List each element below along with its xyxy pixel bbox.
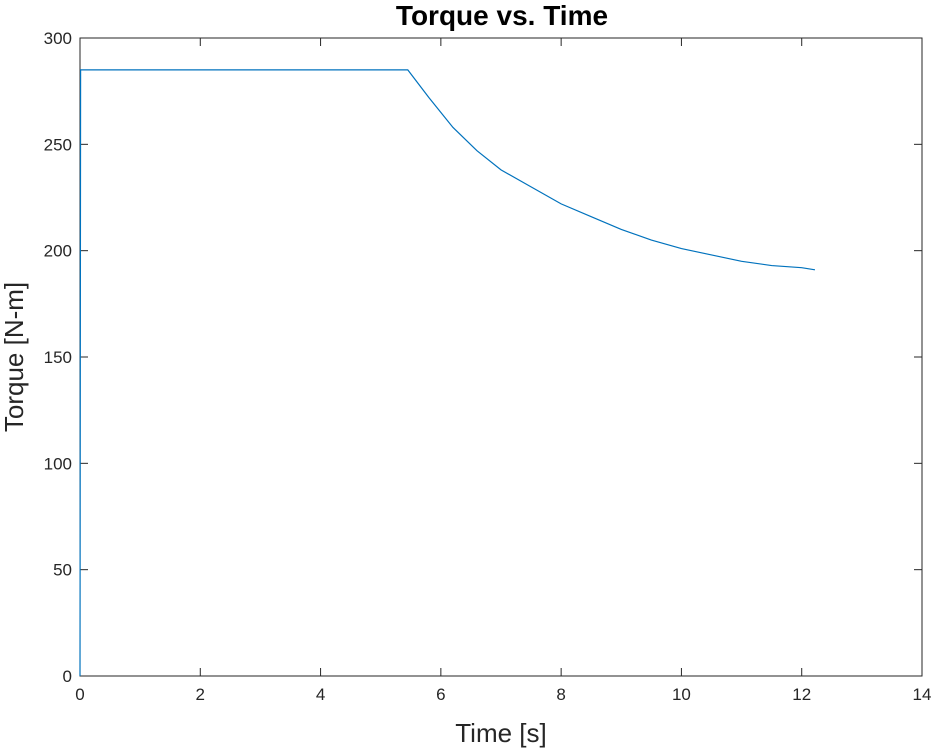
- plot-area: [79, 37, 923, 677]
- x-tick-label: 8: [556, 685, 565, 704]
- axis-ticks: 0 2 4 6 8 10 12 14 0 50 100 150 200 250 300: [44, 29, 932, 704]
- y-tick-label: 50: [53, 561, 72, 580]
- x-tick-label: 4: [316, 685, 325, 704]
- x-tick-label: 2: [196, 685, 205, 704]
- x-tick-label: 0: [75, 685, 84, 704]
- chart-title: Torque vs. Time: [396, 0, 608, 31]
- y-tick-label: 300: [44, 29, 72, 48]
- y-axis-label: Torque [N-m]: [0, 282, 29, 432]
- x-axis-label: Time [s]: [455, 718, 546, 748]
- torque-series-line: [79, 69, 816, 677]
- x-tick-label: 10: [672, 685, 691, 704]
- x-tick-label: 12: [792, 685, 811, 704]
- x-tick-label: 6: [436, 685, 445, 704]
- series-group: [79, 69, 816, 677]
- y-tick-label: 100: [44, 454, 72, 473]
- x-tick-label: 14: [913, 685, 932, 704]
- y-tick-label: 150: [44, 348, 72, 367]
- y-tick-label: 200: [44, 242, 72, 261]
- y-tick-label: 250: [44, 135, 72, 154]
- y-tick-label: 0: [63, 667, 72, 686]
